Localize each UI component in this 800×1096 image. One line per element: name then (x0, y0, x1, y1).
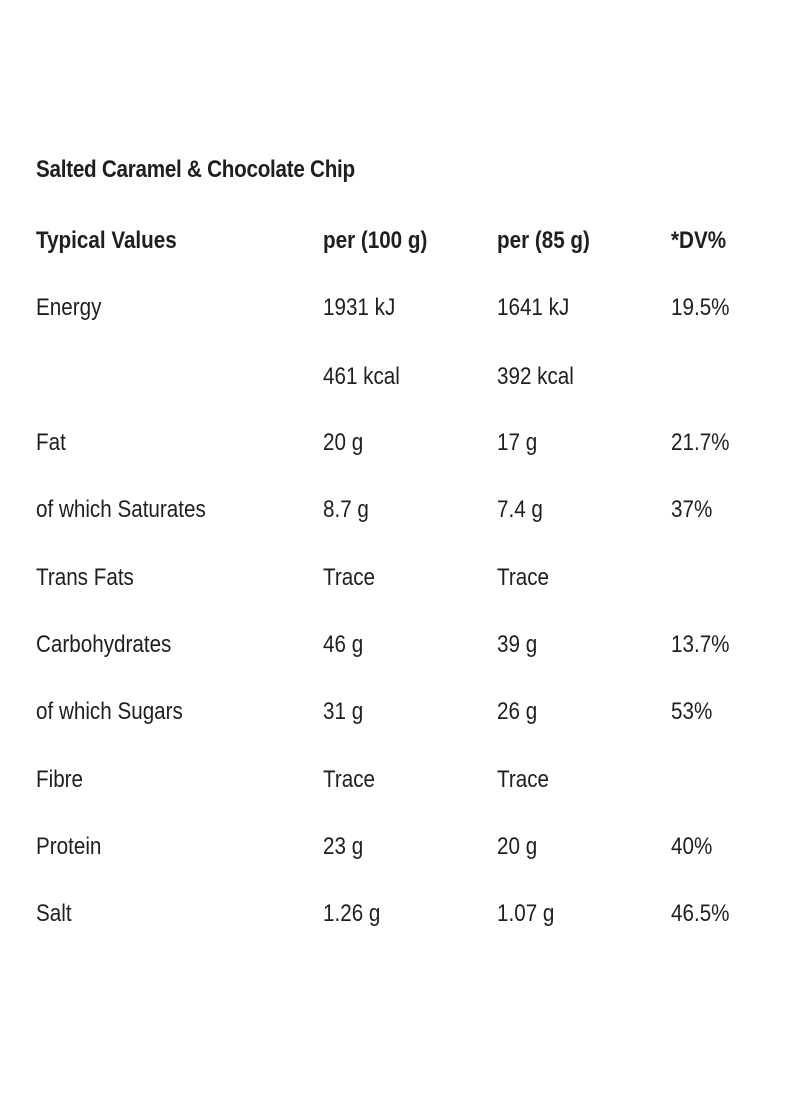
value-per-100g: 31 g (323, 698, 364, 725)
value-per-100g: 20 g (323, 429, 364, 456)
nutrient-label: of which Saturates (36, 496, 206, 523)
value-dv-percent: 21.7% (671, 429, 730, 456)
value-per-85g: 1641 kJ (497, 294, 570, 321)
value-per-100g: Trace (323, 564, 376, 591)
value-per-85g: 7.4 g (497, 496, 543, 523)
nutrient-label: Protein (36, 833, 102, 860)
header-per-100g: per (100 g) (323, 227, 428, 254)
value-per-85g: Trace (497, 564, 550, 591)
value-per-100g: Trace (323, 766, 376, 793)
header-typical-values: Typical Values (36, 227, 177, 254)
nutrient-label: Salt (36, 900, 72, 927)
value-per-100g: 1.26 g (323, 900, 381, 927)
nutrient-label: Carbohydrates (36, 631, 172, 658)
value-per-100g: 1931 kJ (323, 294, 396, 321)
value-per-100g: 46 g (323, 631, 364, 658)
value-dv-percent: 40% (671, 833, 713, 860)
value-per-100g: 23 g (323, 833, 364, 860)
value-per-100g: 8.7 g (323, 496, 369, 523)
header-dv-percent: *DV% (671, 227, 727, 254)
value-per-85g: 1.07 g (497, 900, 555, 927)
nutrient-label: Fibre (36, 766, 84, 793)
table-row-sugars: of which Sugars 31 g 26 g 53% (0, 694, 800, 730)
product-title: Salted Caramel & Chocolate Chip (36, 156, 355, 183)
table-row-carbohydrates: Carbohydrates 46 g 39 g 13.7% (0, 627, 800, 663)
value-per-100g: 461 kcal (323, 363, 400, 390)
value-dv-percent: 19.5% (671, 294, 730, 321)
value-dv-percent: 37% (671, 496, 713, 523)
table-row-protein: Protein 23 g 20 g 40% (0, 829, 800, 865)
nutrient-label: Trans Fats (36, 564, 134, 591)
value-dv-percent: 46.5% (671, 900, 730, 927)
table-row-fibre: Fibre Trace Trace (0, 762, 800, 798)
header-per-85g: per (85 g) (497, 227, 590, 254)
value-per-85g: 20 g (497, 833, 538, 860)
value-dv-percent: 13.7% (671, 631, 730, 658)
table-row-energy-kj: Energy 1931 kJ 1641 kJ 19.5% (0, 290, 800, 326)
value-per-85g: 39 g (497, 631, 538, 658)
value-per-85g: 392 kcal (497, 363, 574, 390)
table-row-energy-kcal: 461 kcal 392 kcal (0, 359, 800, 395)
value-per-85g: 26 g (497, 698, 538, 725)
nutrient-label: Energy (36, 294, 102, 321)
table-row-saturates: of which Saturates 8.7 g 7.4 g 37% (0, 492, 800, 528)
value-per-85g: Trace (497, 766, 550, 793)
table-row-trans-fats: Trans Fats Trace Trace (0, 560, 800, 596)
table-header-row: Typical Values per (100 g) per (85 g) *D… (0, 223, 800, 259)
table-row-salt: Salt 1.26 g 1.07 g 46.5% (0, 896, 800, 932)
nutrient-label: of which Sugars (36, 698, 183, 725)
value-per-85g: 17 g (497, 429, 538, 456)
value-dv-percent: 53% (671, 698, 713, 725)
table-row-fat: Fat 20 g 17 g 21.7% (0, 425, 800, 461)
nutrient-label: Fat (36, 429, 66, 456)
